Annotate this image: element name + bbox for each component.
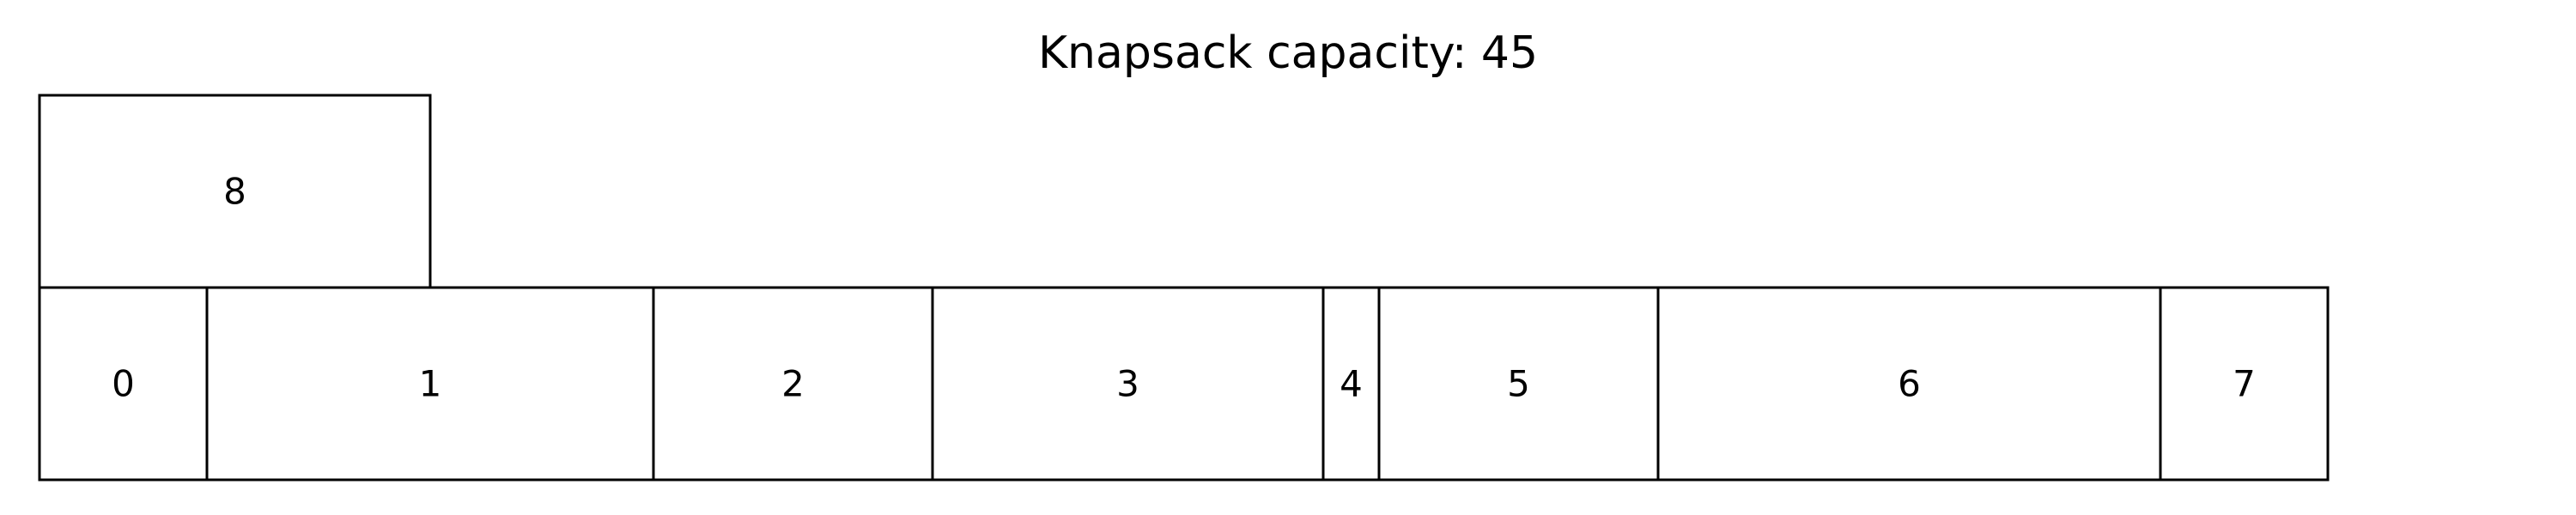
overflow-item-8: 8 [38, 94, 432, 289]
item-box [1321, 286, 1381, 482]
knapsack-item-0: 0 [38, 286, 209, 482]
item-label: 1 [419, 363, 442, 405]
knapsack-item-7: 7 [2159, 286, 2330, 482]
knapsack-item-3: 3 [931, 286, 1325, 482]
item-box [2159, 286, 2330, 482]
knapsack-item-1: 1 [205, 286, 655, 482]
knapsack-item-5: 5 [1377, 286, 1660, 482]
knapsack-item-6: 6 [1656, 286, 2162, 482]
item-box [38, 94, 432, 289]
item-label: 7 [2233, 363, 2256, 405]
item-label: 4 [1340, 363, 1363, 405]
item-box [652, 286, 934, 482]
knapsack-item-2: 2 [652, 286, 934, 482]
diagram-title: Knapsack capacity: 45 [1037, 27, 1539, 79]
item-label: 5 [1507, 363, 1530, 405]
item-label: 6 [1898, 363, 1921, 405]
item-box [38, 286, 209, 482]
item-box [931, 286, 1325, 482]
item-label: 2 [781, 363, 805, 405]
item-label: 0 [112, 363, 135, 405]
knapsack-item-4: 4 [1321, 286, 1381, 482]
item-box [1377, 286, 1660, 482]
item-box [1656, 286, 2162, 482]
item-label: 8 [223, 171, 246, 213]
item-label: 3 [1116, 363, 1139, 405]
